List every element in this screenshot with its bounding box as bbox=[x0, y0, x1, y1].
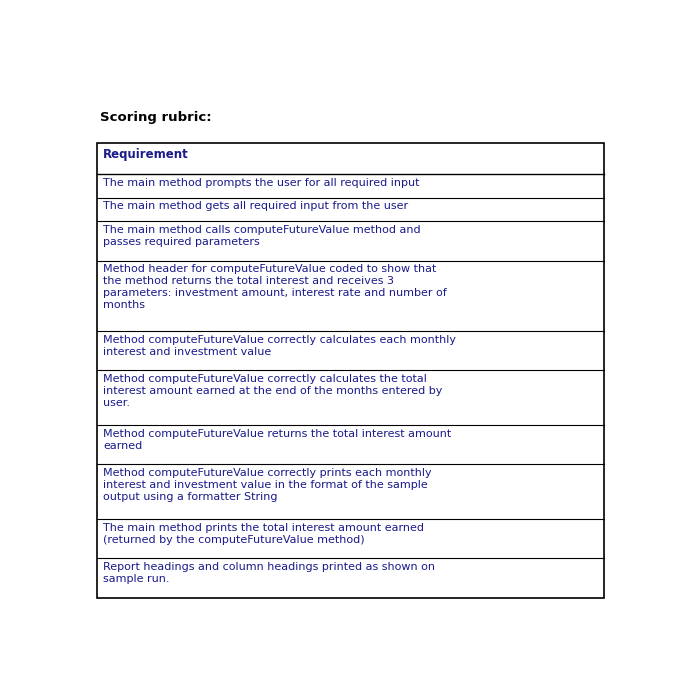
Bar bbox=[97, 143, 603, 598]
Text: Method computeFutureValue correctly calculates each monthly
interest and investm: Method computeFutureValue correctly calc… bbox=[103, 335, 456, 357]
Text: The main method prompts the user for all required input: The main method prompts the user for all… bbox=[103, 178, 420, 188]
Text: Scoring rubric:: Scoring rubric: bbox=[100, 111, 212, 124]
Text: Report headings and column headings printed as shown on
sample run.: Report headings and column headings prin… bbox=[103, 562, 435, 584]
Text: Requirement: Requirement bbox=[103, 148, 189, 161]
Text: The main method gets all required input from the user: The main method gets all required input … bbox=[103, 201, 408, 211]
Text: The main method prints the total interest amount earned
(returned by the compute: The main method prints the total interes… bbox=[103, 523, 424, 545]
Text: Method computeFutureValue correctly prints each monthly
interest and investment : Method computeFutureValue correctly prin… bbox=[103, 468, 431, 502]
Text: Method header for computeFutureValue coded to show that
the method returns the t: Method header for computeFutureValue cod… bbox=[103, 265, 447, 310]
Text: Method computeFutureValue correctly calculates the total
interest amount earned : Method computeFutureValue correctly calc… bbox=[103, 374, 442, 408]
Text: Method computeFutureValue returns the total interest amount
earned: Method computeFutureValue returns the to… bbox=[103, 429, 451, 451]
Text: The main method calls computeFutureValue method and
passes required parameters: The main method calls computeFutureValue… bbox=[103, 225, 420, 247]
